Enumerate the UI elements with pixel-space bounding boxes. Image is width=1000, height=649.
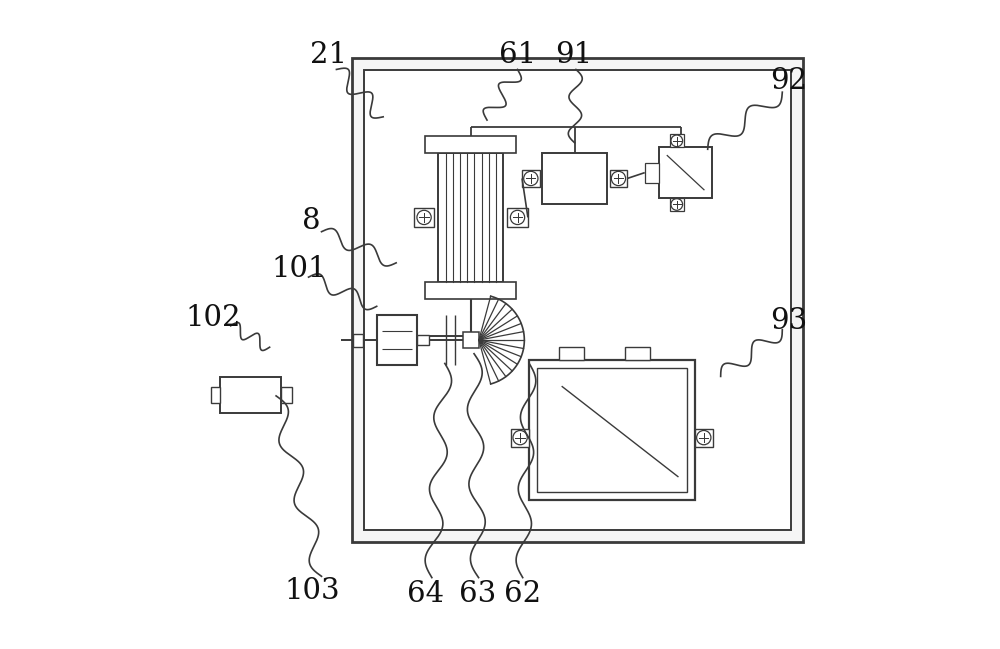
Text: 63: 63 (459, 580, 496, 608)
Bar (511, 428, 529, 447)
Text: 21: 21 (310, 41, 347, 69)
Bar (645, 162, 659, 183)
Text: 92: 92 (770, 67, 807, 95)
Bar (670, 134, 684, 147)
Text: 8: 8 (302, 206, 321, 235)
Bar (377, 315, 417, 365)
Text: 93: 93 (770, 307, 807, 336)
Bar (610, 170, 627, 186)
Bar (281, 387, 292, 403)
Bar (417, 335, 429, 345)
Bar (438, 153, 503, 282)
Text: 62: 62 (504, 580, 541, 608)
Bar (352, 58, 803, 542)
Bar (625, 347, 650, 360)
Bar (522, 170, 540, 186)
Text: 91: 91 (555, 41, 592, 69)
Bar (425, 136, 516, 153)
Bar (414, 208, 434, 227)
Bar (542, 153, 607, 204)
Bar (211, 387, 220, 403)
Bar (364, 70, 791, 530)
Text: 101: 101 (271, 255, 327, 284)
Text: 102: 102 (185, 304, 241, 332)
Bar (220, 378, 281, 413)
Bar (507, 208, 528, 227)
Bar (670, 198, 684, 211)
Bar (695, 428, 713, 447)
Bar (353, 334, 363, 347)
Bar (537, 368, 687, 492)
Bar (463, 332, 479, 348)
Bar (529, 360, 695, 500)
Bar (659, 147, 712, 198)
Text: 61: 61 (499, 41, 536, 69)
Bar (425, 282, 516, 299)
Text: 103: 103 (284, 576, 340, 605)
Bar (559, 347, 584, 360)
Text: 64: 64 (407, 580, 444, 608)
